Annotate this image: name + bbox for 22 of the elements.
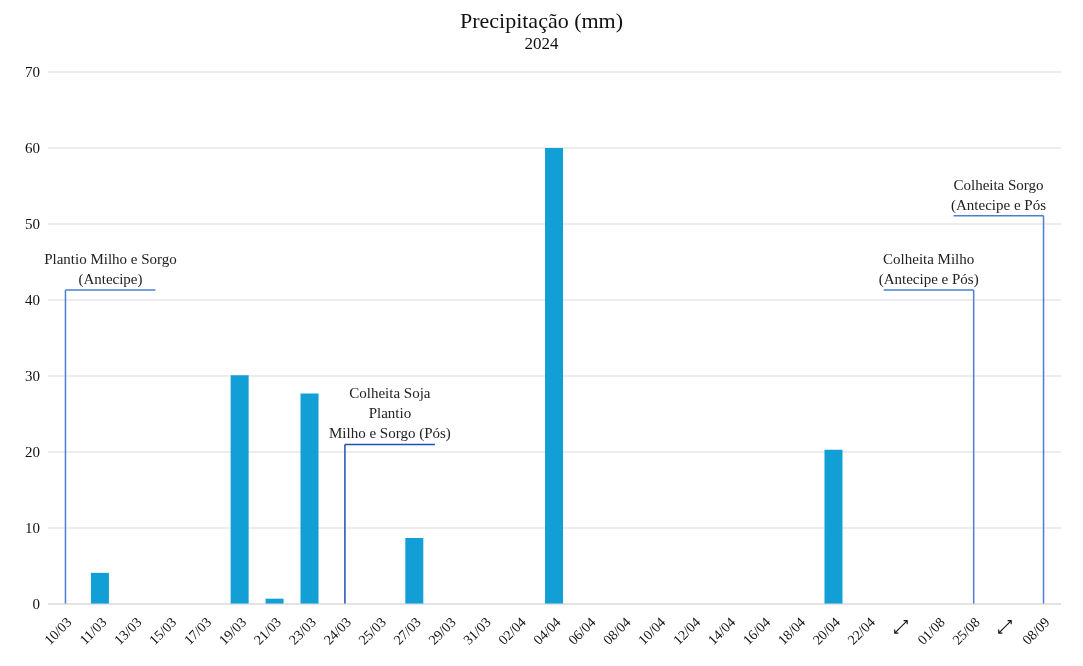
ref-line-label: Colheita Soja Plantio Milho e Sorgo (Pós) bbox=[329, 385, 451, 443]
x-tick-label: ⟷ bbox=[888, 614, 913, 640]
bar bbox=[824, 449, 843, 604]
chart-subtitle: 2024 bbox=[523, 34, 560, 54]
bar bbox=[405, 537, 424, 604]
chart-title: Precipitação (mm) bbox=[458, 8, 625, 34]
ref-line-label: Plantio Milho e Sorgo (Antecipe) bbox=[44, 251, 177, 289]
x-tick-label: ⟷ bbox=[993, 614, 1018, 640]
y-tick-label: 70 bbox=[25, 64, 40, 81]
y-tick-label: 0 bbox=[32, 596, 40, 613]
ref-line-label: Colheita Milho (Antecipe e Pós) bbox=[878, 251, 979, 289]
bar bbox=[300, 393, 319, 604]
bar bbox=[90, 572, 109, 604]
y-tick-label: 40 bbox=[25, 292, 40, 309]
y-tick-label: 20 bbox=[25, 444, 40, 461]
y-tick-label: 30 bbox=[25, 368, 40, 385]
y-tick-label: 10 bbox=[25, 520, 40, 537]
y-tick-label: 50 bbox=[25, 216, 40, 233]
y-tick-label: 60 bbox=[25, 140, 40, 157]
ref-line-label: Colheita Sorgo (Antecipe e Pós bbox=[951, 176, 1047, 214]
bar bbox=[230, 375, 249, 604]
bar bbox=[545, 148, 564, 604]
